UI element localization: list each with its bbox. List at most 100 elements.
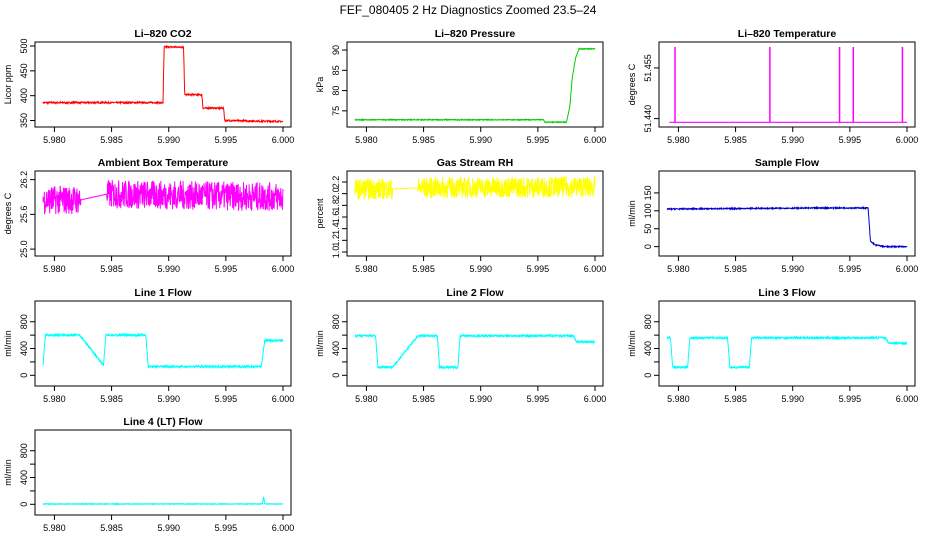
- series-ffff00: [354, 176, 596, 201]
- y-axis-label: ml/min: [3, 330, 13, 357]
- y-tick-label: 800: [643, 314, 653, 329]
- y-tick-label: 400: [331, 341, 341, 356]
- x-tick-label: 5.990: [781, 394, 804, 404]
- series-0000cc: [666, 205, 908, 249]
- x-tick-label: 5.980: [355, 394, 378, 404]
- y-tick-label: 25.0: [19, 240, 29, 258]
- y-axis-label: degrees C: [627, 63, 637, 105]
- series-line: [354, 176, 596, 201]
- y-tick-label: 1.8: [331, 199, 341, 212]
- chart-title: Line 4 (LT) Flow: [123, 416, 203, 428]
- series-line: [42, 496, 284, 506]
- y-tick-label: 1.0: [331, 246, 341, 259]
- x-tick-label: 5.995: [215, 264, 238, 274]
- chart-title: Li–820 Pressure: [435, 28, 516, 40]
- chart-panel-2: Li–820 Pressure kPa 5.980 5.985 5.990 5.995 6.…: [315, 28, 606, 145]
- x-tick-label: 5.980: [43, 523, 66, 533]
- plot-frame: [34, 300, 292, 387]
- x-tick-label: 5.990: [157, 264, 180, 274]
- plot-frame: [34, 429, 292, 516]
- x-tick-label: 5.995: [839, 394, 862, 404]
- plot-frame: [346, 300, 604, 387]
- series-line: [666, 334, 908, 371]
- chart-title: Sample Flow: [755, 157, 820, 169]
- x-tick-label: 5.995: [215, 135, 238, 145]
- y-tick-label: 26.2: [19, 171, 29, 189]
- x-tick-label: 5.980: [355, 264, 378, 274]
- y-tick-label: 400: [19, 470, 29, 485]
- x-tick-label: 5.980: [667, 394, 690, 404]
- plot-frame: [658, 41, 916, 128]
- chart-title: Li–820 Temperature: [738, 28, 837, 40]
- y-tick-label: 75: [331, 106, 341, 116]
- series-ff0000: [42, 44, 284, 124]
- series-line: [666, 205, 908, 249]
- series-00ffff: [42, 496, 284, 506]
- y-tick-label: 51.440: [643, 105, 653, 133]
- plot-frame: [34, 41, 292, 128]
- series-00cc00: [354, 47, 596, 124]
- chart-title: Line 2 Flow: [446, 287, 504, 299]
- y-tick-label: 100: [643, 203, 653, 218]
- x-tick-label: 6.000: [584, 135, 607, 145]
- x-tick-label: 5.980: [355, 135, 378, 145]
- x-tick-label: 6.000: [896, 394, 919, 404]
- series-00ffff: [42, 332, 284, 370]
- y-axis-label: ml/min: [315, 330, 325, 357]
- y-tick-label: 400: [19, 341, 29, 356]
- y-tick-label: 800: [19, 314, 29, 329]
- x-tick-label: 5.985: [412, 394, 435, 404]
- chart-panel-5: Gas Stream RH percent 5.980 5.985 5.990 5.995…: [315, 157, 606, 274]
- y-tick-label: 50: [643, 224, 653, 234]
- x-tick-label: 5.985: [724, 264, 747, 274]
- chart-title: Li–820 CO2: [134, 28, 191, 40]
- y-tick-label: 400: [643, 341, 653, 356]
- y-tick-label: 2.0: [331, 187, 341, 200]
- chart-panel-4: Ambient Box Temperature degrees C 5.980 5.9…: [3, 157, 294, 274]
- x-tick-label: 5.985: [100, 264, 123, 274]
- plot-frame: [34, 170, 292, 257]
- y-tick-label: 450: [19, 63, 29, 78]
- x-tick-label: 5.980: [667, 135, 690, 145]
- y-tick-label: 400: [19, 88, 29, 103]
- plot-frame: [658, 170, 916, 257]
- x-tick-label: 6.000: [584, 394, 607, 404]
- x-tick-label: 6.000: [272, 264, 295, 274]
- chart-title: Gas Stream RH: [437, 157, 513, 169]
- chart-panel-3: Li–820 Temperature degrees C 5.980 5.985 5.9…: [627, 28, 918, 145]
- series-line: [354, 47, 596, 124]
- chart-panel-7: Line 1 Flow ml/min 5.980 5.985 5.990 5.995 6.0…: [3, 287, 294, 404]
- plot-frame: [658, 300, 916, 387]
- y-tick-label: 350: [19, 113, 29, 128]
- series-ff00ff: [669, 47, 907, 123]
- x-tick-label: 5.995: [215, 523, 238, 533]
- series-line: [42, 332, 284, 370]
- series-ff00ff: [42, 179, 284, 215]
- y-axis-label: ml/min: [627, 200, 637, 227]
- x-tick-label: 5.990: [157, 523, 180, 533]
- x-tick-label: 5.990: [469, 135, 492, 145]
- x-tick-label: 6.000: [896, 264, 919, 274]
- x-tick-label: 5.995: [527, 135, 550, 145]
- y-axis-label: ml/min: [627, 330, 637, 357]
- figure-title: FEF_080405 2 Hz Diagnostics Zoomed 23.5–…: [340, 3, 597, 17]
- y-tick-label: 800: [19, 443, 29, 458]
- y-tick-label: 80: [331, 86, 341, 96]
- series-line: [354, 332, 596, 371]
- y-tick-label: 0: [19, 502, 29, 507]
- x-tick-label: 5.990: [781, 264, 804, 274]
- y-tick-label: 51.455: [643, 54, 653, 82]
- y-tick-label: 85: [331, 65, 341, 75]
- y-tick-label: 1.2: [331, 234, 341, 247]
- y-tick-label: 150: [643, 185, 653, 200]
- series-line: [42, 179, 284, 215]
- x-tick-label: 5.985: [100, 135, 123, 145]
- chart-panel-10: Line 4 (LT) Flow ml/min 5.980 5.985 5.990 5.9…: [3, 416, 294, 533]
- x-tick-label: 5.995: [839, 264, 862, 274]
- chart-title: Line 1 Flow: [134, 287, 192, 299]
- chart-panel-9: Line 3 Flow ml/min 5.980 5.985 5.990 5.995 6.0…: [627, 287, 918, 404]
- y-tick-label: 0: [643, 373, 653, 378]
- x-tick-label: 5.995: [215, 394, 238, 404]
- x-tick-label: 5.985: [412, 135, 435, 145]
